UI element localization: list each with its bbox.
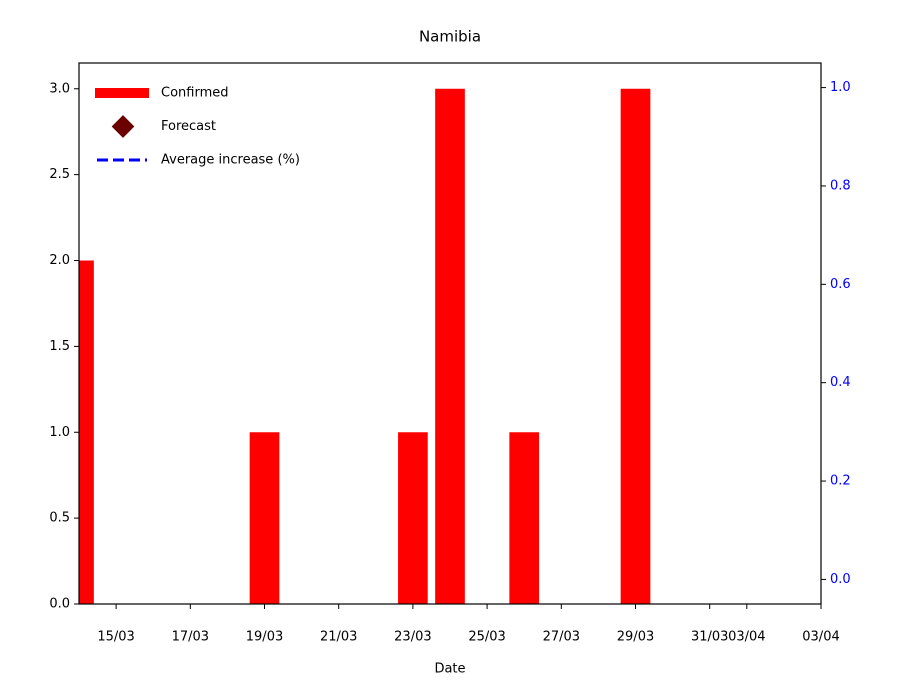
legend-marker bbox=[111, 115, 135, 138]
y2-tick-label: 0.0 bbox=[830, 572, 851, 587]
y2-tick-label: 0.8 bbox=[830, 178, 851, 193]
bar bbox=[620, 88, 651, 604]
legend-label: Confirmed bbox=[161, 86, 229, 101]
x-tick-label: 21/03 bbox=[320, 630, 357, 645]
x-tick-label: 03/04 bbox=[728, 630, 765, 645]
y-tick-label: 1.0 bbox=[49, 425, 70, 440]
y-tick-label: 0.5 bbox=[49, 511, 70, 526]
x-tick-label: 19/03 bbox=[246, 630, 283, 645]
legend-swatch bbox=[95, 88, 149, 98]
y-tick-label: 2.5 bbox=[49, 167, 70, 182]
x-tick-label: 27/03 bbox=[543, 630, 580, 645]
y-tick-label: 0.0 bbox=[49, 597, 70, 612]
bar bbox=[509, 432, 540, 604]
x-tick-label: 31/03 bbox=[691, 630, 728, 645]
x-tick-label: 25/03 bbox=[468, 630, 505, 645]
x-tick-label: 23/03 bbox=[394, 630, 431, 645]
y-tick-label: 2.0 bbox=[49, 253, 70, 268]
legend-label: Forecast bbox=[161, 119, 216, 134]
x-axis-label: Date bbox=[434, 662, 465, 677]
chart-title: Namibia bbox=[419, 28, 481, 46]
x-tick-label: 03/04 bbox=[802, 630, 839, 645]
bar bbox=[79, 260, 94, 604]
plot-frame bbox=[78, 62, 822, 605]
x-tick-label: 17/03 bbox=[172, 630, 209, 645]
y-tick-label: 1.5 bbox=[49, 339, 70, 354]
y2-tick-label: 0.2 bbox=[830, 474, 851, 489]
plot-area bbox=[79, 88, 651, 604]
bar bbox=[249, 432, 280, 604]
x-tick-label: 29/03 bbox=[617, 630, 654, 645]
y2-tick-label: 1.0 bbox=[830, 80, 851, 95]
bar bbox=[435, 88, 465, 604]
bar bbox=[398, 432, 428, 604]
y2-tick-label: 0.4 bbox=[830, 375, 851, 390]
y-tick-label: 3.0 bbox=[49, 81, 70, 96]
x-tick-label: 15/03 bbox=[97, 630, 134, 645]
legend-label: Average increase (%) bbox=[161, 153, 300, 168]
y2-tick-label: 0.6 bbox=[830, 277, 851, 292]
